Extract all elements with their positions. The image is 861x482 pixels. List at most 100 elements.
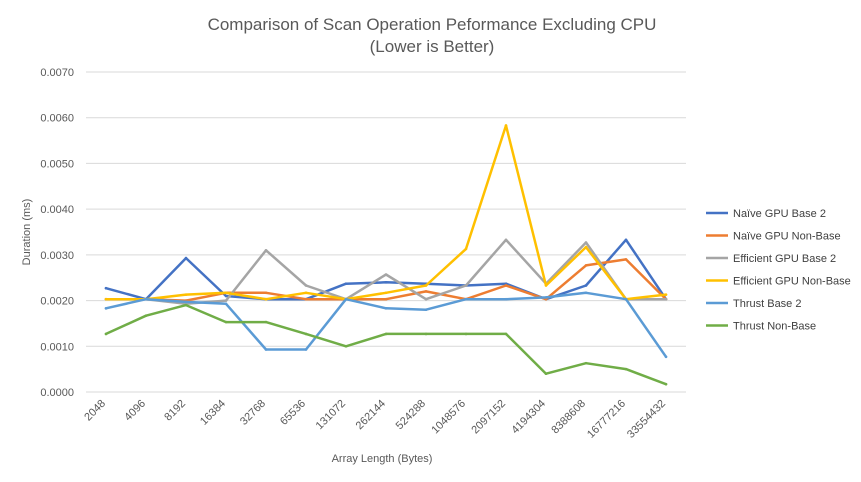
data-point: [464, 297, 468, 301]
data-point: [504, 284, 508, 287]
data-point: [584, 241, 588, 244]
data-point: [384, 273, 388, 276]
x-tick-label: 16777216: [585, 398, 628, 441]
data-point: [184, 256, 188, 260]
data-point: [344, 297, 348, 301]
data-point: [264, 248, 268, 252]
data-point: [304, 291, 308, 295]
y-tick-label: 0.0020: [40, 296, 74, 308]
data-point: [504, 282, 508, 285]
legend-label: Efficient GPU Non-Base: [733, 276, 851, 288]
data-point: [624, 367, 628, 371]
data-point: [304, 284, 308, 287]
series-line-4: [104, 124, 668, 301]
data-point: [424, 284, 428, 287]
x-tick-label: 65536: [278, 398, 308, 428]
y-tick-label: 0.0060: [40, 113, 74, 125]
data-point: [504, 124, 508, 127]
data-point: [224, 294, 228, 298]
x-tick-label: 1048576: [429, 398, 468, 437]
y-tick-label: 0.0040: [40, 204, 74, 216]
x-tick-label: 8388608: [549, 398, 588, 437]
data-point: [464, 284, 468, 287]
data-point: [664, 382, 668, 386]
data-point: [104, 297, 108, 301]
x-tick-label: 4096: [122, 398, 148, 424]
data-point: [344, 282, 348, 285]
y-tick-label: 0.0050: [40, 158, 74, 170]
data-point: [424, 297, 428, 301]
data-point: [224, 291, 228, 295]
x-tick-label: 33554432: [625, 398, 668, 441]
data-point: [264, 297, 268, 301]
data-point: [424, 308, 428, 312]
x-axis-title: Array Length (Bytes): [332, 453, 433, 465]
data-point: [424, 290, 428, 293]
data-point: [624, 238, 628, 242]
data-point: [384, 280, 388, 284]
chart-subtitle: (Lower is Better): [370, 37, 495, 56]
x-tick-label: 131072: [314, 398, 348, 432]
series-line-6: [104, 303, 668, 386]
data-point: [104, 286, 108, 290]
data-point: [384, 332, 388, 336]
data-point: [504, 332, 508, 336]
legend-label: Efficient GPU Base 2: [733, 253, 836, 265]
x-tick-label: 4194304: [509, 398, 548, 437]
data-point: [584, 361, 588, 365]
x-tick-label: 8192: [162, 398, 188, 424]
data-point: [184, 303, 188, 307]
legend-label: Naïve GPU Non-Base: [733, 231, 841, 243]
data-point: [224, 302, 228, 306]
y-tick-label: 0.0010: [40, 341, 74, 353]
data-point: [304, 332, 308, 336]
data-point: [224, 320, 228, 324]
data-point: [664, 355, 668, 359]
data-point: [464, 332, 468, 336]
data-point: [624, 258, 628, 261]
y-tick-label: 0.0070: [40, 67, 74, 79]
data-point: [504, 297, 508, 301]
x-tick-label: 262144: [354, 398, 388, 432]
data-point: [544, 296, 548, 299]
data-point: [184, 300, 188, 304]
legend-label: Naïve GPU Base 2: [733, 208, 826, 220]
data-point: [144, 314, 148, 317]
data-point: [544, 372, 548, 376]
data-point: [384, 307, 388, 310]
data-point: [384, 291, 388, 295]
data-point: [264, 291, 268, 295]
x-tick-label: 2097152: [469, 398, 508, 437]
data-point: [224, 299, 228, 302]
series-line-5: [104, 291, 668, 359]
data-point: [264, 348, 268, 351]
data-point: [584, 291, 588, 295]
data-point: [344, 344, 348, 348]
chart-title: Comparison of Scan Operation Peformance …: [208, 15, 657, 34]
data-point: [584, 264, 588, 267]
data-point: [304, 348, 308, 351]
data-point: [104, 332, 108, 336]
x-tick-label: 524288: [394, 398, 428, 432]
x-tick-label: 32768: [238, 398, 268, 428]
data-point: [264, 320, 268, 324]
data-point: [544, 284, 548, 287]
series-lines: [104, 124, 668, 386]
data-point: [304, 297, 308, 301]
x-tick-label: 2048: [82, 398, 108, 424]
legend: Naïve GPU Base 2 Naïve GPU Non-Base Effici…: [706, 208, 851, 333]
legend-label: Thrust Base 2: [733, 298, 801, 310]
data-point: [184, 293, 188, 296]
data-point: [664, 297, 668, 301]
data-point: [104, 307, 108, 310]
data-point: [424, 332, 428, 336]
y-tick-label: 0.0030: [40, 250, 74, 262]
x-tick-label: 16384: [198, 398, 228, 428]
y-tick-label: 0.0000: [40, 387, 74, 399]
data-point: [664, 293, 668, 296]
data-point: [384, 297, 388, 301]
data-point: [464, 247, 468, 251]
data-point: [584, 284, 588, 287]
